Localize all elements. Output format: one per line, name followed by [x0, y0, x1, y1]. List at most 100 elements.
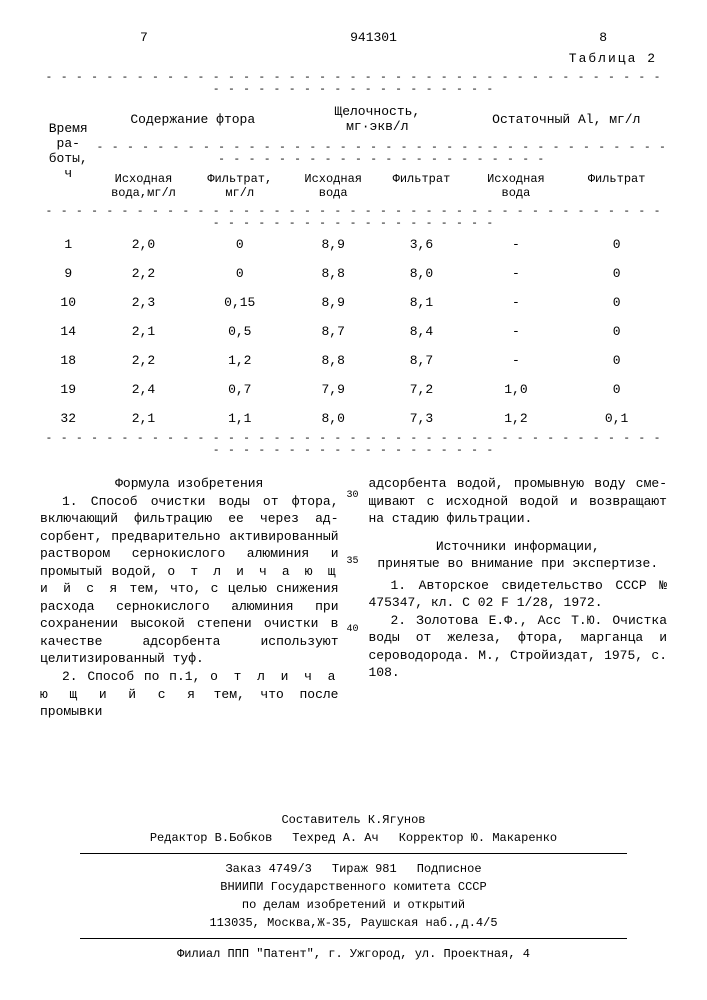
col-header-time: Время ра- боты, ч	[40, 96, 96, 206]
table-cell: 0	[566, 288, 667, 317]
table-cell: 7,2	[377, 375, 465, 404]
table-divider: - - - - - - - - - - - - - - - - - - - - …	[40, 72, 667, 96]
org-line1: ВНИИПИ Государственного комитета СССР	[40, 878, 667, 896]
data-table: - - - - - - - - - - - - - - - - - - - - …	[40, 72, 667, 457]
table-cell: 0	[190, 259, 289, 288]
doc-number: 941301	[350, 30, 397, 45]
compiler: Составитель К.Ягунов	[40, 811, 667, 829]
table-divider: - - - - - - - - - - - - - - - - - - - - …	[96, 142, 667, 166]
claims-continuation: адсорбента водой, промывную воду сме­щив…	[369, 475, 668, 528]
branch: Филиал ППП "Патент", г. Ужгород, ул. Про…	[40, 945, 667, 963]
subheader: Исходная вода	[466, 166, 567, 206]
table-row: 92,208,88,0-0	[40, 259, 667, 288]
table-cell: 1,0	[466, 375, 567, 404]
table-cell: 1,2	[466, 404, 567, 433]
address: 113035, Москва,Ж-35, Раушская наб.,д.4/5	[40, 914, 667, 932]
table-cell: 1,2	[190, 346, 289, 375]
line-number: 35	[347, 555, 359, 569]
table-row: 322,11,18,07,31,20,1	[40, 404, 667, 433]
table-cell: 14	[40, 317, 96, 346]
table-cell: 19	[40, 375, 96, 404]
table-cell: 0	[566, 259, 667, 288]
table-divider: - - - - - - - - - - - - - - - - - - - - …	[40, 206, 667, 230]
table-row: 142,10,58,78,4-0	[40, 317, 667, 346]
table-cell: 2,3	[96, 288, 190, 317]
table-cell: -	[466, 259, 567, 288]
table-cell: 0,1	[566, 404, 667, 433]
table-cell: 9	[40, 259, 96, 288]
col-header-alkalinity: Щелочность, мг·экв/л	[289, 96, 466, 142]
sources-heading: Источники информации, принятые во вниман…	[369, 538, 668, 573]
subheader: Фильтрат, мг/л	[190, 166, 289, 206]
table-cell: 8,8	[289, 259, 377, 288]
source-2: 2. Золотова Е.Ф., Асс Т.Ю. Очист­ка воды…	[369, 612, 668, 682]
line-number: 40	[347, 623, 359, 637]
subheader: Исходная вода,мг/л	[96, 166, 190, 206]
table-cell: 7,9	[289, 375, 377, 404]
text-columns: Формула изобретения 1. Способ очистки во…	[40, 475, 667, 721]
claim-1: 1. Способ очистки воды от фтора, включаю…	[40, 493, 339, 668]
table-row: 192,40,77,97,21,00	[40, 375, 667, 404]
page-num-left: 7	[140, 30, 148, 45]
table-cell: 2,2	[96, 346, 190, 375]
divider	[80, 938, 627, 939]
table-cell: -	[466, 346, 567, 375]
table-cell: 2,4	[96, 375, 190, 404]
table-cell: 7,3	[377, 404, 465, 433]
page-num-right: 8	[599, 30, 607, 45]
table-row: 182,21,28,88,7-0	[40, 346, 667, 375]
table-cell: 8,7	[377, 346, 465, 375]
table-divider: - - - - - - - - - - - - - - - - - - - - …	[40, 433, 667, 457]
table-cell: 2,0	[96, 230, 190, 259]
table-cell: 32	[40, 404, 96, 433]
table-cell: 8,1	[377, 288, 465, 317]
editor: Редактор В.Бобков	[150, 829, 272, 847]
table-row: 102,30,158,98,1-0	[40, 288, 667, 317]
table-cell: 8,0	[289, 404, 377, 433]
subheader: Фильтрат	[377, 166, 465, 206]
footer: Составитель К.Ягунов Редактор В.Бобков Т…	[40, 811, 667, 963]
table-cell: 10	[40, 288, 96, 317]
subscript: Подписное	[417, 860, 482, 878]
table-cell: 0	[190, 230, 289, 259]
table-cell: 2,2	[96, 259, 190, 288]
table-cell: 0	[566, 230, 667, 259]
table-cell: 3,6	[377, 230, 465, 259]
table-cell: 8,4	[377, 317, 465, 346]
table-cell: 8,7	[289, 317, 377, 346]
claims-heading: Формула изобретения	[40, 475, 339, 493]
line-number: 30	[347, 489, 359, 503]
table-cell: 8,9	[289, 230, 377, 259]
claim-2: 2. Способ по п.1, о т л и ч а ­ю щ и й с…	[40, 668, 339, 721]
org-line2: по делам изобретений и открытий	[40, 896, 667, 914]
table-cell: -	[466, 230, 567, 259]
table-caption: Таблица 2	[40, 51, 667, 66]
table-cell: 1	[40, 230, 96, 259]
subheader: Фильтрат	[566, 166, 667, 206]
table-cell: 0	[566, 346, 667, 375]
corrector: Корректор Ю. Макаренко	[399, 829, 557, 847]
source-1: 1. Авторское свидетельство СССР № 475347…	[369, 577, 668, 612]
table-cell: 18	[40, 346, 96, 375]
table-cell: 0,7	[190, 375, 289, 404]
col-header-aluminum: Остаточный Al, мг/л	[466, 96, 667, 142]
table-cell: -	[466, 288, 567, 317]
right-column: 30 35 40 адсорбента водой, промывную вод…	[369, 475, 668, 721]
table-cell: 8,0	[377, 259, 465, 288]
divider	[80, 853, 627, 854]
tirazh: Тираж 981	[332, 860, 397, 878]
table-cell: 0,5	[190, 317, 289, 346]
table-cell: 8,8	[289, 346, 377, 375]
subheader: Исходная вода	[289, 166, 377, 206]
table-cell: 0	[566, 317, 667, 346]
table-row: 12,008,93,6-0	[40, 230, 667, 259]
table-cell: -	[466, 317, 567, 346]
table-cell: 0	[566, 375, 667, 404]
table-cell: 2,1	[96, 317, 190, 346]
left-column: Формула изобретения 1. Способ очистки во…	[40, 475, 339, 721]
order-num: Заказ 4749/3	[225, 860, 311, 878]
table-cell: 2,1	[96, 404, 190, 433]
table-cell: 8,9	[289, 288, 377, 317]
table-cell: 0,15	[190, 288, 289, 317]
techred: Техред А. Ач	[292, 829, 378, 847]
